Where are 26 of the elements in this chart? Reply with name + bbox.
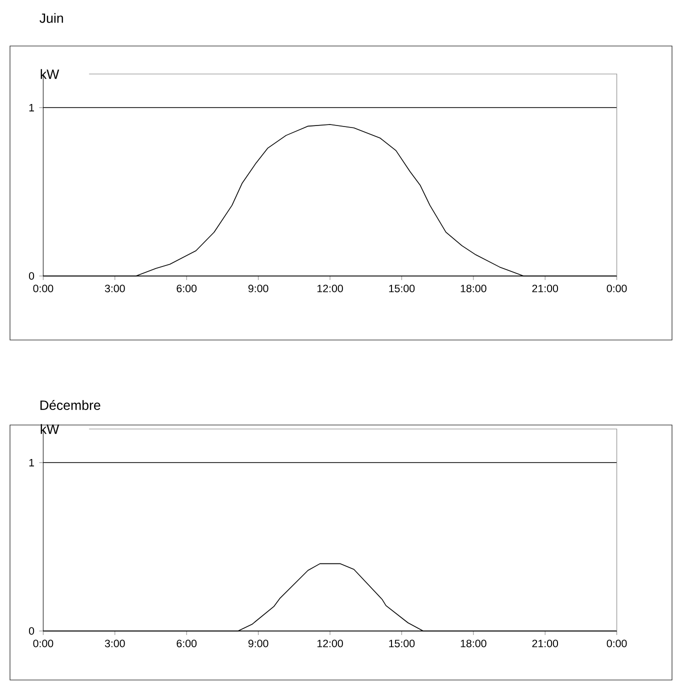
x-tick-label: 6:00 (176, 640, 197, 648)
y-axis-title: kW (40, 69, 60, 79)
y-tick-label: 0 (28, 272, 34, 280)
x-tick-label: 0:00 (606, 284, 627, 292)
y-tick-label: 0 (28, 627, 34, 635)
x-tick-label: 3:00 (104, 284, 125, 292)
x-tick-label: 9:00 (248, 284, 268, 292)
x-tick-label: 15:00 (389, 640, 415, 648)
x-tick-label: 0:00 (606, 640, 627, 648)
y-tick-label: 1 (29, 458, 34, 466)
x-tick-label: 21:00 (532, 640, 558, 648)
x-tick-label: 6:00 (176, 284, 197, 292)
x-tick-label: 0:00 (33, 640, 54, 648)
chart-title: Juin (40, 13, 63, 23)
x-tick-label: 12:00 (317, 640, 343, 648)
x-tick-label: 9:00 (248, 640, 268, 648)
x-tick-label: 12:00 (317, 284, 343, 292)
x-tick-label: 21:00 (532, 284, 558, 292)
chart-title: Décembre (40, 400, 100, 410)
x-tick-label: 15:00 (389, 284, 415, 292)
x-tick-label: 3:00 (104, 640, 125, 648)
y-tick-label: 1 (29, 104, 34, 112)
x-tick-label: 18:00 (460, 284, 486, 292)
x-tick-label: 0:00 (33, 284, 54, 292)
x-tick-label: 18:00 (460, 640, 486, 648)
y-axis-title: kW (40, 424, 60, 434)
